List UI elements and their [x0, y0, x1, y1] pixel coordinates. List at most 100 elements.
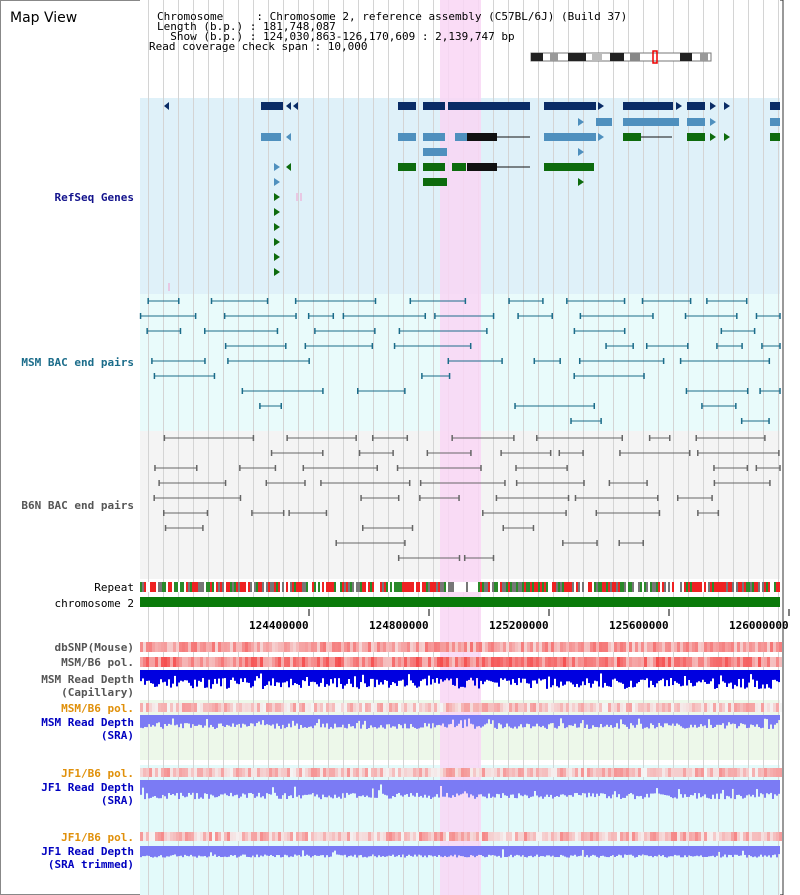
depth-bar: [466, 715, 468, 727]
depth-bar: [258, 846, 260, 858]
heat-cell: [500, 768, 503, 777]
heat-cell: [281, 832, 284, 841]
heat-cell: [218, 642, 221, 652]
depth-bar: [468, 780, 470, 798]
depth-bar: [146, 780, 148, 794]
heat-cell: [413, 768, 416, 777]
track-label-msm-bac[interactable]: MSM BAC end pairs: [21, 356, 134, 369]
depth-bar: [344, 846, 346, 855]
repeat-mark: [566, 582, 568, 592]
depth-bar: [624, 846, 626, 855]
depth-bar: [660, 846, 662, 857]
repeat-mark: [168, 582, 170, 592]
heat-cell: [251, 657, 254, 667]
depth-bar: [476, 780, 478, 798]
depth-bar: [730, 670, 732, 683]
depth-bar: [608, 846, 610, 858]
heat-cell: [308, 768, 311, 777]
heat-cell: [359, 703, 362, 712]
repeat-mark: [572, 582, 574, 592]
repeat-mark: [150, 582, 152, 592]
depth-bar: [184, 715, 186, 724]
depth-bar: [642, 780, 644, 799]
heat-cell: [608, 703, 611, 712]
heat-cell: [218, 832, 221, 841]
depth-bar: [706, 846, 708, 857]
heat-cell: [668, 657, 671, 667]
depth-bar: [392, 846, 394, 855]
depth-bar: [300, 715, 302, 725]
heat-cell: [545, 642, 548, 652]
heat-cell: [611, 832, 614, 841]
heat-cell: [317, 703, 320, 712]
heat-cell: [659, 657, 662, 667]
depth-bar: [504, 715, 506, 728]
depth-bar: [478, 780, 480, 795]
depth-bar: [252, 846, 254, 856]
depth-bar: [654, 846, 656, 856]
repeat-mark: [452, 582, 454, 592]
heat-cell: [362, 832, 365, 841]
depth-bar: [770, 846, 772, 858]
heat-cell: [242, 832, 245, 841]
depth-bar: [380, 670, 382, 683]
depth-bar: [178, 780, 180, 800]
depth-bar: [564, 715, 566, 729]
heat-cell: [311, 768, 314, 777]
track-label-refseq-genes[interactable]: RefSeq Genes: [54, 191, 134, 204]
heat-cell: [155, 703, 158, 712]
heat-cell: [242, 703, 245, 712]
repeat-mark: [358, 582, 360, 592]
depth-bar: [290, 780, 292, 796]
repeat-mark: [182, 582, 184, 592]
depth-bar: [624, 670, 626, 689]
gene-block: [423, 148, 447, 156]
heat-cell: [494, 832, 497, 841]
depth-bar: [144, 715, 146, 727]
ruler-tick-label: 125600000: [609, 619, 669, 632]
depth-bar: [752, 780, 754, 795]
repeat-mark: [476, 582, 478, 592]
heat-cell: [584, 642, 587, 652]
heat-cell: [254, 657, 257, 667]
depth-bar: [610, 846, 612, 856]
depth-bar: [384, 715, 386, 729]
repeat-mark: [212, 582, 214, 592]
depth-bar: [268, 670, 270, 682]
repeat-mark: [326, 582, 328, 592]
heat-cell: [629, 703, 632, 712]
heat-cell: [482, 768, 485, 777]
depth-bar: [294, 846, 296, 855]
heat-cell: [533, 657, 536, 667]
depth-bar: [510, 846, 512, 855]
depth-bar: [168, 670, 170, 680]
heat-cell: [452, 832, 455, 841]
heat-cell: [149, 703, 152, 712]
heat-cell: [536, 832, 539, 841]
depth-bar: [686, 846, 688, 858]
depth-bar: [308, 715, 310, 727]
depth-bar: [166, 846, 168, 857]
depth-bar: [528, 715, 530, 725]
depth-bar: [206, 715, 208, 720]
depth-bar: [356, 846, 358, 858]
depth-bar: [760, 670, 762, 689]
depth-bar: [354, 670, 356, 677]
depth-bar: [750, 715, 752, 725]
heat-cell: [350, 642, 353, 652]
heat-cell: [203, 642, 206, 652]
heat-cell: [170, 657, 173, 667]
depth-bar: [580, 780, 582, 796]
depth-bar: [270, 780, 272, 795]
heat-cell: [428, 703, 431, 712]
depth-bar: [732, 670, 734, 689]
depth-bar: [222, 670, 224, 679]
depth-bar: [710, 715, 712, 725]
repeat-mark: [718, 582, 720, 592]
depth-bar: [316, 715, 318, 724]
depth-bar: [552, 670, 554, 686]
heat-cell: [221, 768, 224, 777]
repeat-mark: [356, 582, 358, 592]
track-label-b6n-bac[interactable]: B6N BAC end pairs: [21, 499, 134, 512]
